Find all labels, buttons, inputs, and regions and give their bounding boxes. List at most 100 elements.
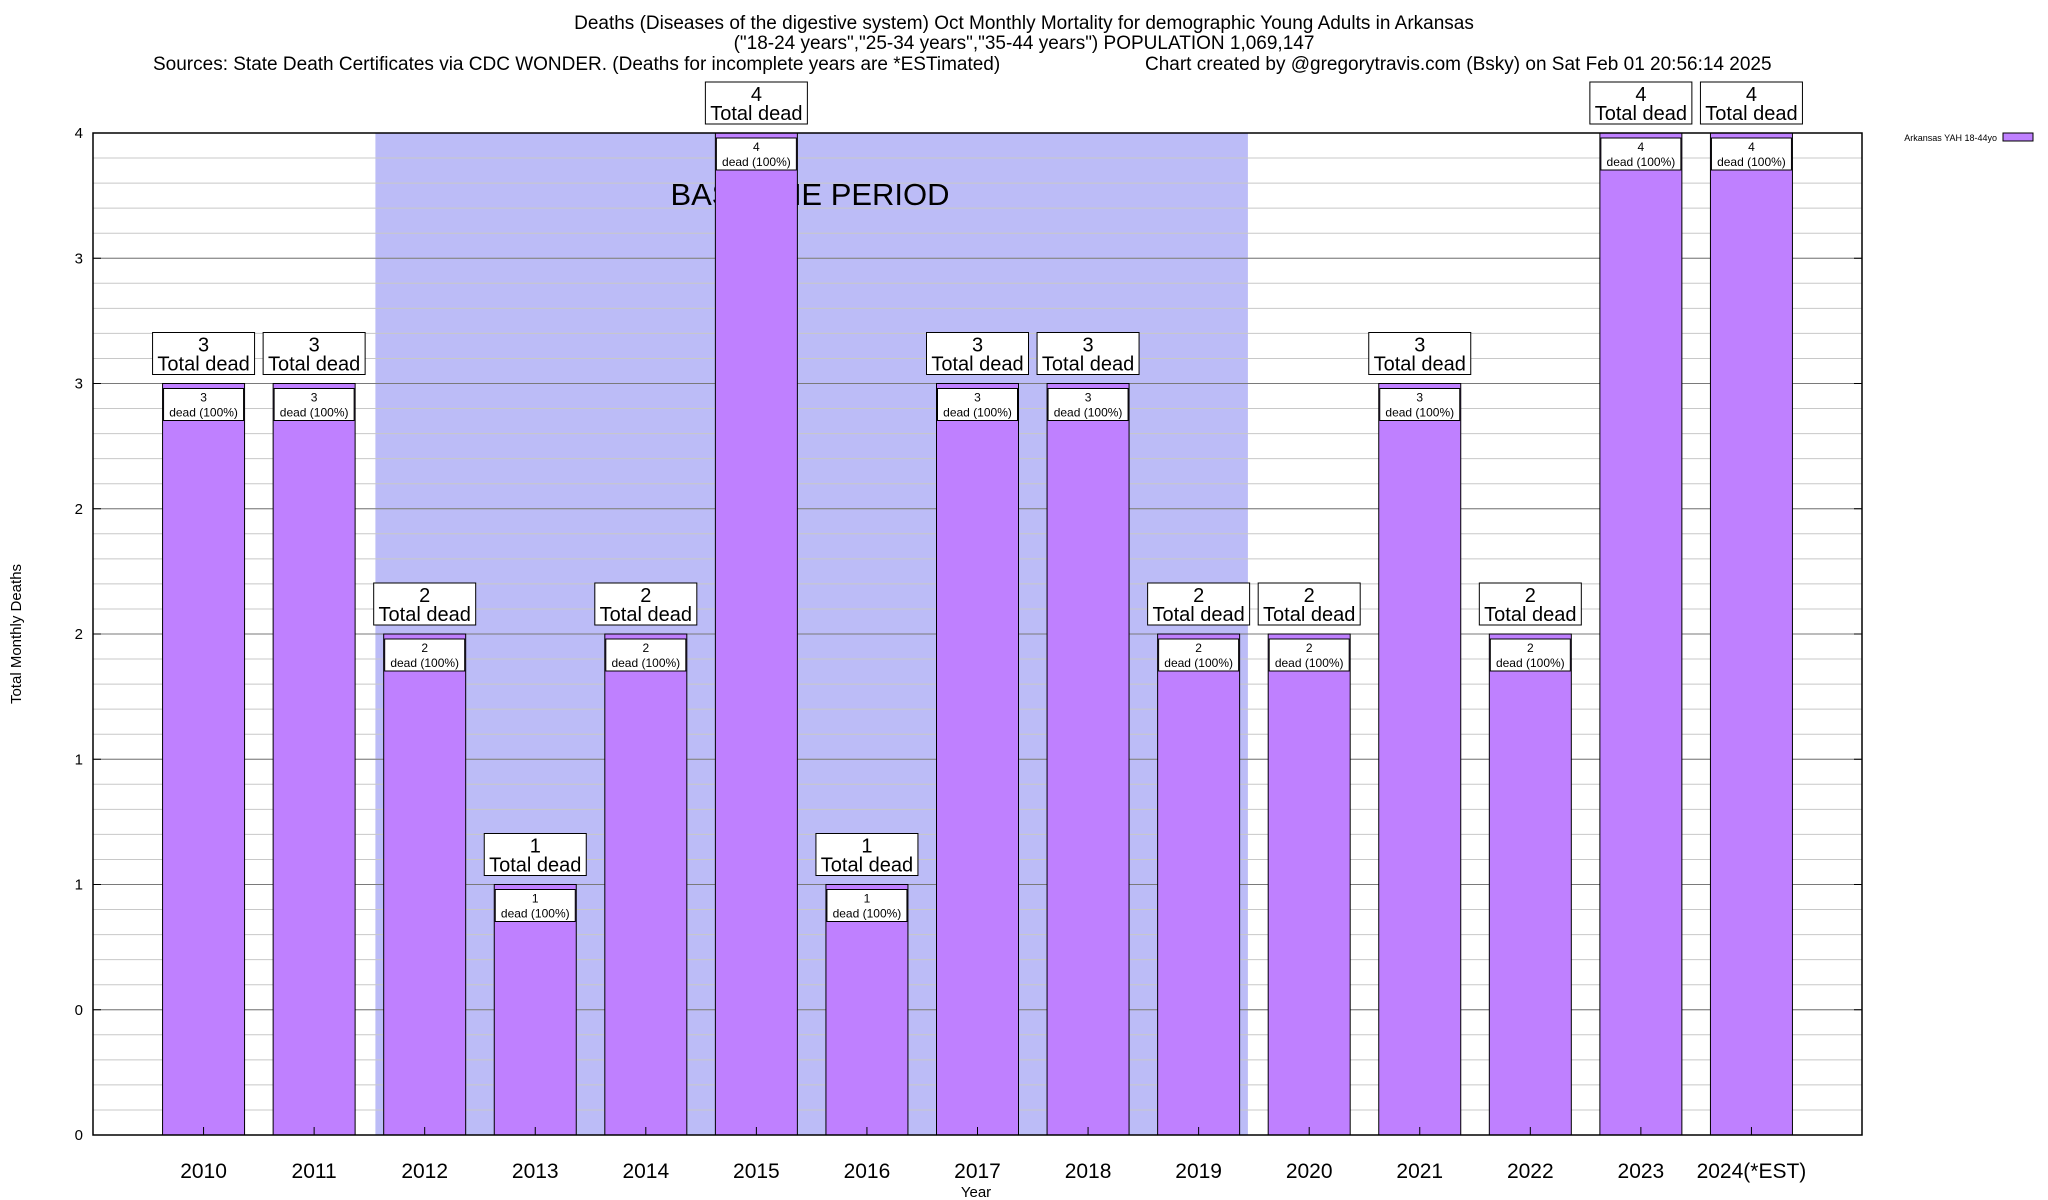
bar-total-label-box <box>262 332 366 375</box>
bar-total-label-box <box>1147 582 1251 626</box>
x-tick-label: 2017 <box>954 1160 1001 1183</box>
bar <box>383 633 467 1136</box>
x-tick-label: 2012 <box>401 1160 448 1183</box>
bar-total-value: 3 <box>972 335 983 357</box>
bar-total-label-box <box>704 81 808 125</box>
bar-total-label: Total dead <box>600 604 692 626</box>
bar-total-label-box <box>152 332 256 375</box>
bar <box>1267 633 1351 1136</box>
bar-total-label: Total dead <box>931 354 1023 376</box>
bar-total-label-box <box>483 833 587 876</box>
bar-total-label-box <box>1478 582 1582 626</box>
x-tick-label: 2016 <box>844 1160 891 1183</box>
bar-total-label-box <box>1368 332 1472 375</box>
bar-inner-label-box <box>1600 137 1682 171</box>
y-axis-label: Total Monthly Deaths <box>8 564 25 704</box>
bar <box>604 633 688 1136</box>
bar-total-label: Total dead <box>1374 354 1466 376</box>
bar-inner-value: 2 <box>642 641 649 655</box>
legend-swatch <box>2002 132 2034 142</box>
bar-total-value: 1 <box>861 836 872 858</box>
bar-total-value: 3 <box>198 335 209 357</box>
bar-inner-label: dead (100%) <box>1054 406 1123 420</box>
bar-total-value: 2 <box>1304 585 1315 607</box>
bar-inner-label-box <box>1379 388 1461 421</box>
bar-inner-value: 4 <box>1748 140 1755 154</box>
bar-inner-label: dead (100%) <box>1496 656 1565 670</box>
y-tick-label: 1 <box>75 877 83 894</box>
y-tick-label: 2 <box>75 626 83 643</box>
bar-total-value: 1 <box>530 836 541 858</box>
bar-total-value: 2 <box>419 585 430 607</box>
bar <box>1488 633 1572 1136</box>
x-tick-label: 2024(*EST) <box>1697 1160 1807 1183</box>
bar-inner-label-box <box>494 889 576 922</box>
bar-total-label-box <box>1257 582 1361 626</box>
bar <box>1046 383 1130 1136</box>
bar <box>162 383 246 1136</box>
bar-inner-label: dead (100%) <box>280 406 349 420</box>
x-axis-label: Year <box>961 1184 991 1200</box>
bar-total-label: Total dead <box>157 354 249 376</box>
bar-inner-label-box <box>605 638 687 672</box>
y-tick-label: 1 <box>75 751 83 768</box>
plot-border <box>92 132 1863 1136</box>
bar-total-label: Total dead <box>379 604 471 626</box>
bar-inner-label-box <box>1710 137 1792 171</box>
bar-total-value: 2 <box>1193 585 1204 607</box>
bar-inner-label-box <box>384 638 466 672</box>
bar-total-label: Total dead <box>1263 604 1355 626</box>
bar-total-value: 4 <box>751 84 762 106</box>
bar-total-label-box <box>594 582 698 626</box>
bar-inner-label: dead (100%) <box>390 656 459 670</box>
bar-inner-label: dead (100%) <box>1607 155 1676 169</box>
bar-inner-label-box <box>273 388 355 421</box>
bar-inner-label-box <box>937 388 1018 421</box>
bar-total-label: Total dead <box>268 354 360 376</box>
x-tick-label: 2011 <box>292 1160 337 1183</box>
x-tick-label: 2015 <box>733 1160 780 1183</box>
bar-inner-value: 3 <box>974 391 981 405</box>
y-tick-label: 4 <box>75 125 83 142</box>
bar-inner-label: dead (100%) <box>501 907 570 921</box>
bar-total-label: Total dead <box>1595 103 1687 125</box>
chart-credit: Chart created by @gregorytravis.com (Bsk… <box>1145 54 1772 75</box>
bar-total-label: Total dead <box>710 103 802 125</box>
x-tick-label: 2010 <box>180 1160 227 1183</box>
legend-label: Arkansas YAH 18-44yo <box>1904 133 1997 143</box>
bar-inner-value: 2 <box>1527 641 1534 655</box>
bar-total-label: Total dead <box>1042 354 1134 376</box>
x-tick-label: 2018 <box>1065 1160 1112 1183</box>
bar-total-value: 3 <box>1083 335 1094 357</box>
bar-inner-label: dead (100%) <box>611 656 680 670</box>
chart-sources: Sources: State Death Certificates via CD… <box>153 54 1001 75</box>
bar-total-label-box <box>1589 81 1693 125</box>
x-tick-label: 2023 <box>1618 1160 1665 1183</box>
bar <box>1378 383 1462 1136</box>
bar-inner-value: 2 <box>1306 641 1313 655</box>
bar <box>493 884 577 1136</box>
bar-total-label-box <box>373 582 477 626</box>
y-tick-label: 3 <box>75 250 83 267</box>
x-tick-label: 2013 <box>512 1160 559 1183</box>
bar-inner-label-box <box>715 137 797 171</box>
bar-inner-value: 1 <box>532 892 539 906</box>
bar-inner-value: 1 <box>864 892 871 906</box>
bar-total-value: 3 <box>309 335 320 357</box>
bar <box>272 383 356 1136</box>
bar <box>1709 132 1793 1136</box>
bar-inner-label: dead (100%) <box>169 406 238 420</box>
x-tick-label: 2020 <box>1286 1160 1333 1183</box>
bar-inner-label: dead (100%) <box>833 907 902 921</box>
bar-total-label-box <box>815 833 919 876</box>
bar-total-value: 2 <box>640 585 651 607</box>
bar-inner-value: 2 <box>1195 641 1202 655</box>
bar-inner-label-box <box>1268 638 1350 672</box>
bar-inner-label: dead (100%) <box>1717 155 1786 169</box>
bar-total-label: Total dead <box>1152 604 1244 626</box>
bar-inner-label-box <box>1489 638 1571 672</box>
bar-inner-value: 3 <box>1085 391 1092 405</box>
bar-total-label: Total dead <box>1705 103 1797 125</box>
bar <box>936 383 1019 1136</box>
